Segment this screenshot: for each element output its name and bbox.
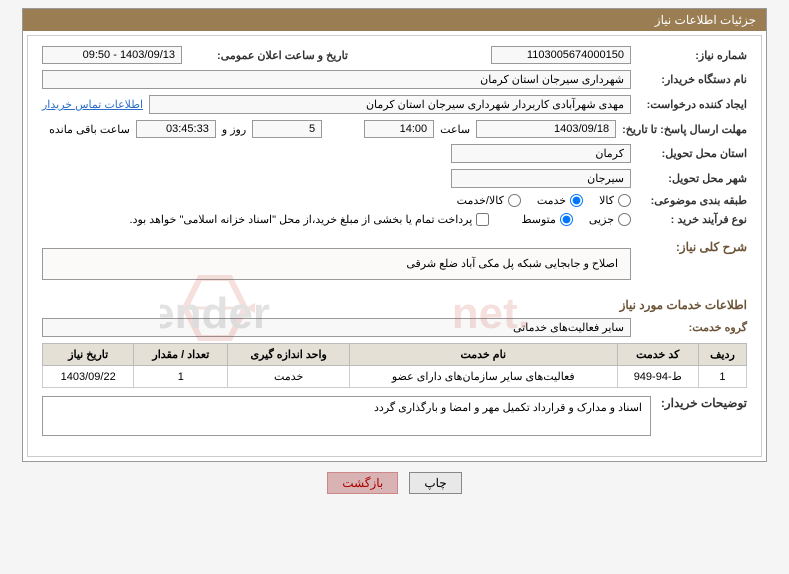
city-value: سیرجان bbox=[451, 169, 631, 188]
th-date: تاریخ نیاز bbox=[43, 344, 134, 366]
th-qty: تعداد / مقدار bbox=[134, 344, 228, 366]
remaining-time: 03:45:33 bbox=[136, 120, 216, 138]
city-label: شهر محل تحویل: bbox=[637, 172, 747, 185]
radio-medium-input[interactable] bbox=[560, 213, 573, 226]
row-service-group: گروه خدمت: سایر فعالیت‌های خدماتی bbox=[42, 318, 747, 337]
service-group-label: گروه خدمت: bbox=[637, 321, 747, 334]
radio-service-input[interactable] bbox=[570, 194, 583, 207]
radio-partial[interactable]: جزیی bbox=[589, 213, 631, 226]
category-radios: کالا خدمت کالا/خدمت bbox=[457, 194, 631, 207]
radio-both[interactable]: کالا/خدمت bbox=[457, 194, 521, 207]
radio-service[interactable]: خدمت bbox=[537, 194, 583, 207]
announce-label: تاریخ و ساعت اعلان عمومی: bbox=[188, 49, 348, 62]
row-buyer-notes: توضیحات خریدار: اسناد و مدارک و قرارداد … bbox=[42, 396, 747, 436]
requester-value: مهدی شهرآبادی کاربردار شهرداری سیرجان اس… bbox=[149, 95, 631, 114]
deadline-time: 14:00 bbox=[364, 120, 434, 138]
remaining-days-label: روز و bbox=[222, 123, 246, 136]
remaining-days: 5 bbox=[252, 120, 322, 138]
th-row: ردیف bbox=[698, 344, 746, 366]
radio-both-label: کالا/خدمت bbox=[457, 194, 504, 207]
row-city: شهر محل تحویل: سیرجان bbox=[42, 169, 747, 188]
button-row: چاپ بازگشت bbox=[0, 472, 789, 494]
td-name: فعالیت‌های سایر سازمان‌های دارای عضو bbox=[350, 366, 618, 388]
row-full-desc: شرح کلی نیاز: اصلاح و جابجایی شبکه پل مک… bbox=[42, 240, 747, 288]
radio-medium-label: متوسط bbox=[521, 213, 556, 226]
radio-goods-label: کالا bbox=[599, 194, 614, 207]
need-number-value: 1103005674000150 bbox=[491, 46, 631, 64]
province-label: استان محل تحویل: bbox=[637, 147, 747, 160]
contact-link[interactable]: اطلاعات تماس خریدار bbox=[42, 98, 143, 111]
row-requester: ایجاد کننده درخواست: مهدی شهرآبادی کاربر… bbox=[42, 95, 747, 114]
panel-title: جزئیات اطلاعات نیاز bbox=[23, 9, 766, 31]
panel-body: شماره نیاز: 1103005674000150 تاریخ و ساع… bbox=[27, 35, 762, 457]
td-date: 1403/09/22 bbox=[43, 366, 134, 388]
radio-goods[interactable]: کالا bbox=[599, 194, 631, 207]
row-buyer-org: نام دستگاه خریدار: شهرداری سیرجان استان … bbox=[42, 70, 747, 89]
main-panel: جزئیات اطلاعات نیاز شماره نیاز: 11030056… bbox=[22, 8, 767, 462]
radio-both-input[interactable] bbox=[508, 194, 521, 207]
buyer-org-value: شهرداری سیرجان استان کرمان bbox=[42, 70, 631, 89]
print-button[interactable]: چاپ bbox=[409, 472, 461, 494]
radio-service-label: خدمت bbox=[537, 194, 566, 207]
back-button[interactable]: بازگشت bbox=[327, 472, 398, 494]
row-category: طبقه بندی موضوعی: کالا خدمت کالا/خدمت bbox=[42, 194, 747, 207]
full-desc-label: شرح کلی نیاز: bbox=[637, 240, 747, 254]
category-label: طبقه بندی موضوعی: bbox=[637, 194, 747, 207]
th-name: نام خدمت bbox=[350, 344, 618, 366]
treasury-note: پرداخت تمام یا بخشی از مبلغ خرید،از محل … bbox=[130, 213, 473, 226]
service-table: ردیف کد خدمت نام خدمت واحد اندازه گیری ت… bbox=[42, 343, 747, 388]
row-deadline: مهلت ارسال پاسخ: تا تاریخ: 1403/09/18 سا… bbox=[42, 120, 747, 138]
process-type-label: نوع فرآیند خرید : bbox=[637, 213, 747, 226]
province-value: کرمان bbox=[451, 144, 631, 163]
radio-goods-input[interactable] bbox=[618, 194, 631, 207]
td-unit: خدمت bbox=[228, 366, 350, 388]
announce-value: 1403/09/13 - 09:50 bbox=[42, 46, 182, 64]
row-process-type: نوع فرآیند خرید : جزیی متوسط پرداخت تمام… bbox=[42, 213, 747, 226]
td-row: 1 bbox=[698, 366, 746, 388]
process-radios: جزیی متوسط bbox=[521, 213, 631, 226]
treasury-checkbox[interactable] bbox=[476, 213, 489, 226]
deadline-time-label: ساعت bbox=[440, 123, 470, 136]
th-unit: واحد اندازه گیری bbox=[228, 344, 350, 366]
full-desc-value: اصلاح و جابجایی شبکه پل مکی آباد ضلع شرق… bbox=[42, 248, 631, 280]
th-code: کد خدمت bbox=[617, 344, 698, 366]
service-group-value: سایر فعالیت‌های خدماتی bbox=[42, 318, 631, 337]
requester-label: ایجاد کننده درخواست: bbox=[637, 98, 747, 111]
td-qty: 1 bbox=[134, 366, 228, 388]
need-number-label: شماره نیاز: bbox=[637, 49, 747, 62]
service-info-heading: اطلاعات خدمات مورد نیاز bbox=[42, 298, 747, 312]
radio-medium[interactable]: متوسط bbox=[521, 213, 573, 226]
treasury-checkbox-item[interactable]: پرداخت تمام یا بخشی از مبلغ خرید،از محل … bbox=[130, 213, 490, 226]
row-province: استان محل تحویل: کرمان bbox=[42, 144, 747, 163]
buyer-org-label: نام دستگاه خریدار: bbox=[637, 73, 747, 86]
table-row: 1 ط-94-949 فعالیت‌های سایر سازمان‌های دا… bbox=[43, 366, 747, 388]
buyer-notes-label: توضیحات خریدار: bbox=[657, 396, 747, 410]
radio-partial-label: جزیی bbox=[589, 213, 614, 226]
td-code: ط-94-949 bbox=[617, 366, 698, 388]
deadline-date: 1403/09/18 bbox=[476, 120, 616, 138]
buyer-notes-value: اسناد و مدارک و قرارداد تکمیل مهر و امضا… bbox=[42, 396, 651, 436]
radio-partial-input[interactable] bbox=[618, 213, 631, 226]
deadline-label: مهلت ارسال پاسخ: تا تاریخ: bbox=[622, 123, 747, 136]
row-need-number: شماره نیاز: 1103005674000150 تاریخ و ساع… bbox=[42, 46, 747, 64]
remaining-suffix: ساعت باقی مانده bbox=[49, 123, 130, 136]
